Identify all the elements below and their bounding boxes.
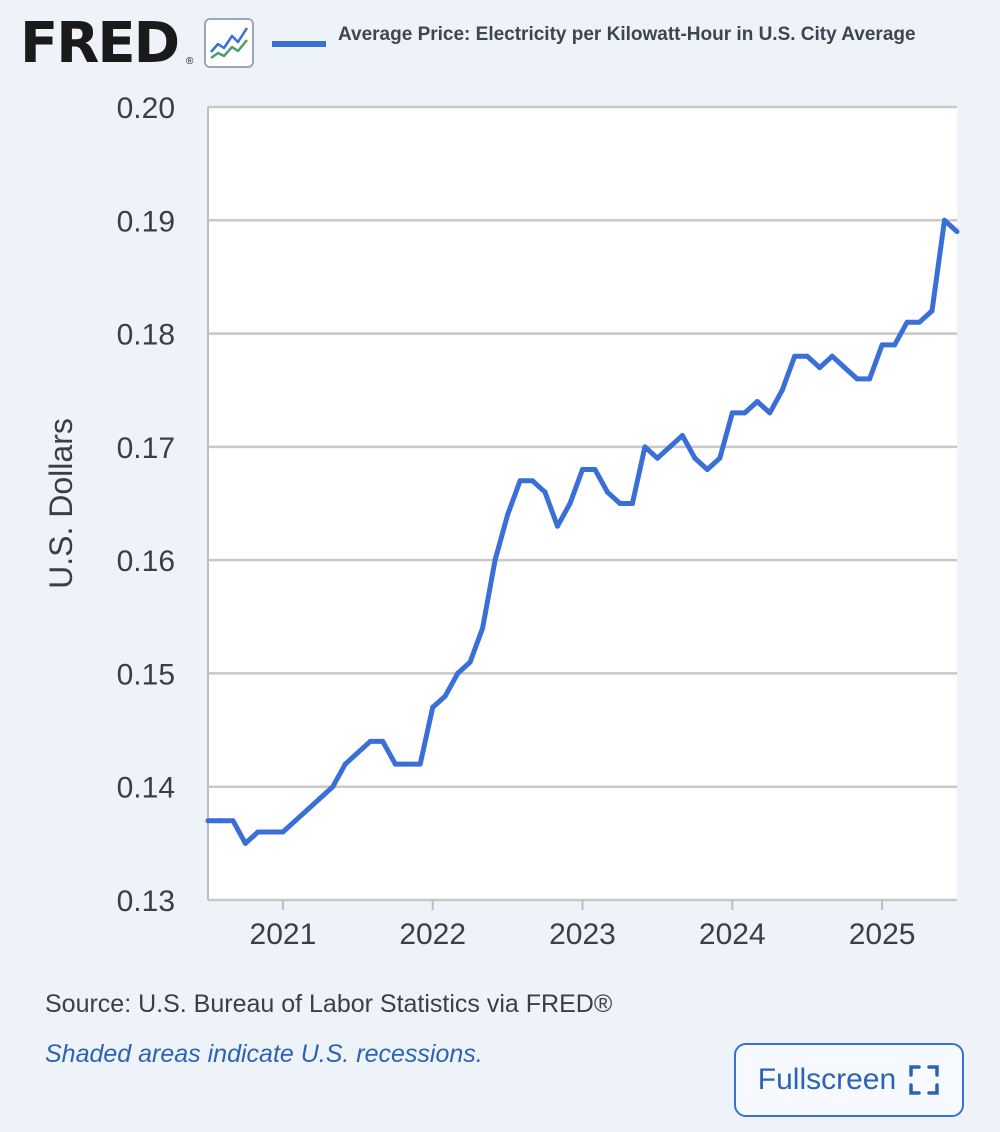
data-point [829, 353, 835, 359]
data-point [879, 342, 885, 348]
data-point [929, 308, 935, 314]
data-point [717, 455, 723, 461]
data-point [692, 455, 698, 461]
data-point [255, 829, 261, 835]
data-point [654, 455, 660, 461]
legend-swatch [272, 41, 326, 47]
registered-mark: ® [186, 56, 194, 67]
data-point [767, 410, 773, 416]
data-point [380, 738, 386, 744]
data-point [267, 829, 273, 835]
data-point [217, 818, 223, 824]
data-point [804, 353, 810, 359]
y-axis-label: U.S. Dollars [43, 418, 79, 589]
x-tick-label: 2023 [549, 918, 616, 951]
x-tick-label: 2025 [849, 918, 916, 951]
data-point [954, 229, 960, 235]
data-point [505, 512, 511, 518]
y-tick-label: 0.14 [117, 772, 175, 805]
fullscreen-button[interactable]: Fullscreen [734, 1043, 964, 1117]
chart: 0.130.140.150.160.170.180.190.20 2021 202… [43, 92, 960, 951]
x-tick-label: 2021 [250, 918, 317, 951]
data-point [604, 489, 610, 495]
data-point [567, 501, 573, 506]
data-point [480, 625, 486, 631]
data-point [342, 761, 348, 767]
data-point [280, 829, 286, 835]
data-point [629, 501, 635, 506]
data-point [467, 659, 473, 665]
data-point [667, 444, 673, 450]
y-tick-label: 0.18 [117, 319, 175, 352]
data-point [917, 319, 923, 325]
data-point [555, 523, 561, 529]
data-point [642, 444, 648, 450]
data-point [205, 818, 211, 824]
data-point [904, 319, 910, 325]
y-axis-ticks: 0.13 0.14 0.15 0.16 0.17 0.18 0.19 0.20 [117, 92, 175, 918]
data-point [292, 818, 298, 824]
y-tick-label: 0.15 [117, 658, 175, 691]
expand-icon [909, 1065, 939, 1095]
data-point [317, 795, 323, 801]
data-point [355, 750, 361, 756]
data-point [417, 761, 423, 767]
data-point [367, 738, 373, 744]
source-text: Source: U.S. Bureau of Labor Statistics … [45, 990, 613, 1018]
y-tick-label: 0.20 [117, 92, 175, 125]
data-point [492, 557, 498, 563]
data-point [580, 467, 585, 473]
y-tick-label: 0.16 [117, 545, 175, 578]
data-point [892, 342, 898, 348]
data-point [842, 365, 848, 371]
fred-logo[interactable]: FRED [20, 11, 180, 76]
data-point [530, 478, 536, 484]
data-point [442, 693, 448, 699]
data-point [455, 670, 461, 676]
data-point [854, 376, 860, 382]
plot-area [208, 107, 957, 900]
line-graph-icon[interactable] [204, 18, 254, 68]
data-point [817, 365, 823, 371]
data-point [392, 761, 398, 767]
data-point [792, 353, 798, 359]
y-tick-label: 0.13 [117, 885, 175, 918]
data-points [205, 217, 960, 846]
data-point [617, 501, 623, 506]
data-point [679, 433, 685, 439]
data-point [542, 489, 548, 495]
data-point [517, 478, 523, 484]
x-tick-label: 2024 [699, 918, 766, 951]
data-point [405, 761, 411, 767]
x-tick-label: 2022 [399, 918, 466, 951]
data-point [592, 467, 598, 473]
data-point [330, 784, 336, 790]
data-point [242, 840, 248, 846]
fullscreen-label: Fullscreen [757, 1063, 897, 1096]
data-point [779, 387, 785, 393]
data-point [430, 704, 436, 710]
x-axis-ticks: 2021 2022 2023 2024 2025 [250, 900, 916, 951]
data-point [742, 410, 748, 416]
recession-note: Shaded areas indicate U.S. recessions. [45, 1040, 483, 1068]
header: FRED ® Average Price: Electricity per Ki… [0, 0, 1000, 80]
y-tick-label: 0.17 [117, 432, 175, 465]
data-point [305, 806, 311, 812]
data-point [754, 399, 760, 405]
y-tick-label: 0.19 [117, 205, 175, 238]
data-point [230, 818, 236, 824]
data-point [942, 217, 948, 223]
legend-label: Average Price: Electricity per Kilowatt-… [338, 24, 916, 45]
data-point [704, 467, 710, 473]
data-point [729, 410, 735, 416]
data-point [867, 376, 873, 382]
